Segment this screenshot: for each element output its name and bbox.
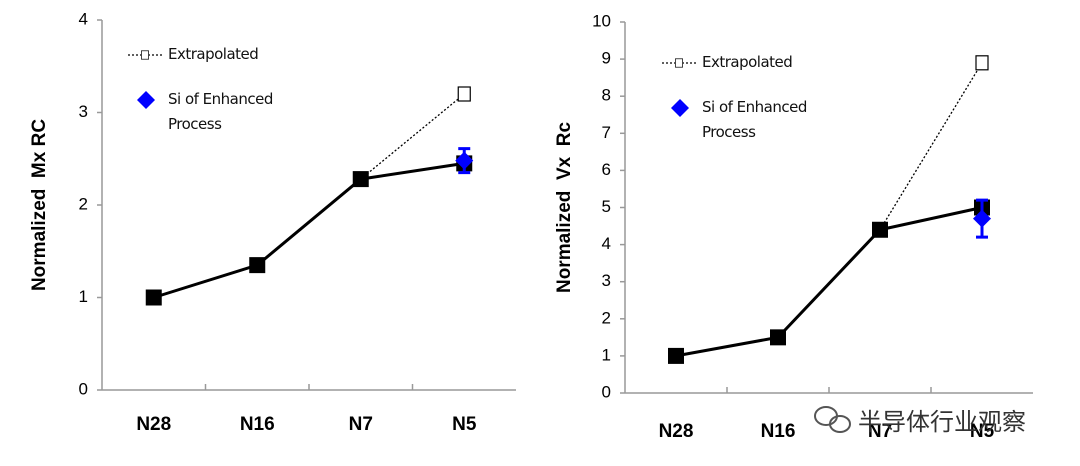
y-tick-label: 5 (602, 197, 611, 216)
y-tick-label: 4 (602, 234, 611, 253)
marker-diamond (973, 209, 991, 228)
y-tick-label: 4 (79, 9, 88, 28)
marker-diamond (455, 151, 474, 170)
legend-label: Extrapolated (702, 53, 793, 71)
series-line (153, 161, 465, 299)
series-line (675, 206, 983, 358)
legend-label: Si of Enhanced Process (702, 98, 807, 141)
y-tick-label: 8 (602, 86, 611, 105)
x-tick-label: N28 (136, 414, 171, 435)
y-tick-label: 6 (602, 160, 611, 179)
legend-label: Si of Enhanced Process (168, 90, 273, 133)
marker-hollow-square (975, 55, 989, 71)
y-tick-label: 2 (79, 194, 88, 213)
x-tick-label: N16 (761, 421, 796, 442)
x-tick-label: N28 (659, 421, 694, 442)
y-axis-label: Normalized Vx Rc (554, 122, 575, 293)
series-line (879, 62, 983, 231)
marker-square (249, 257, 266, 274)
legend-label: Extrapolated (168, 45, 259, 63)
y-tick-label: 3 (602, 271, 611, 290)
y-tick-label: 2 (602, 308, 611, 327)
marker-square (770, 329, 786, 346)
x-tick-label: N5 (970, 421, 995, 442)
legend-marker (671, 99, 689, 117)
x-tick-label: N7 (349, 414, 373, 435)
y-tick-label: 0 (79, 379, 88, 398)
y-tick-label: 10 (592, 11, 611, 30)
legend-marker (141, 50, 149, 60)
legend-marker (137, 91, 155, 109)
marker-square (352, 171, 369, 188)
y-tick-label: 9 (602, 49, 611, 68)
y-tick-label: 1 (79, 287, 88, 306)
y-tick-label: 0 (602, 382, 611, 401)
x-tick-label: N7 (868, 421, 892, 442)
marker-square (145, 289, 162, 306)
y-tick-label: 1 (602, 345, 611, 364)
marker-square (872, 221, 888, 238)
y-tick-label: 3 (79, 102, 88, 121)
marker-hollow-square (457, 86, 471, 102)
y-tick-label: 7 (602, 123, 611, 142)
x-tick-label: N16 (240, 414, 275, 435)
wechat-logo (814, 406, 851, 433)
y-axis-label: Normalized Mx RC (29, 119, 50, 291)
x-tick-label: N5 (452, 414, 477, 435)
marker-square (668, 347, 684, 364)
watermark: 半导体行业观察 (858, 408, 1026, 436)
chart: 0 1 2 3 4 5 6 7 8 9 10 N28 N16 N7 N5 Normalized Vx Rc (554, 11, 1033, 442)
legend-marker (675, 58, 683, 68)
chart: 0 1 2 3 4 N28 N16 N7 N5 Normalized Mx RC (29, 9, 516, 435)
